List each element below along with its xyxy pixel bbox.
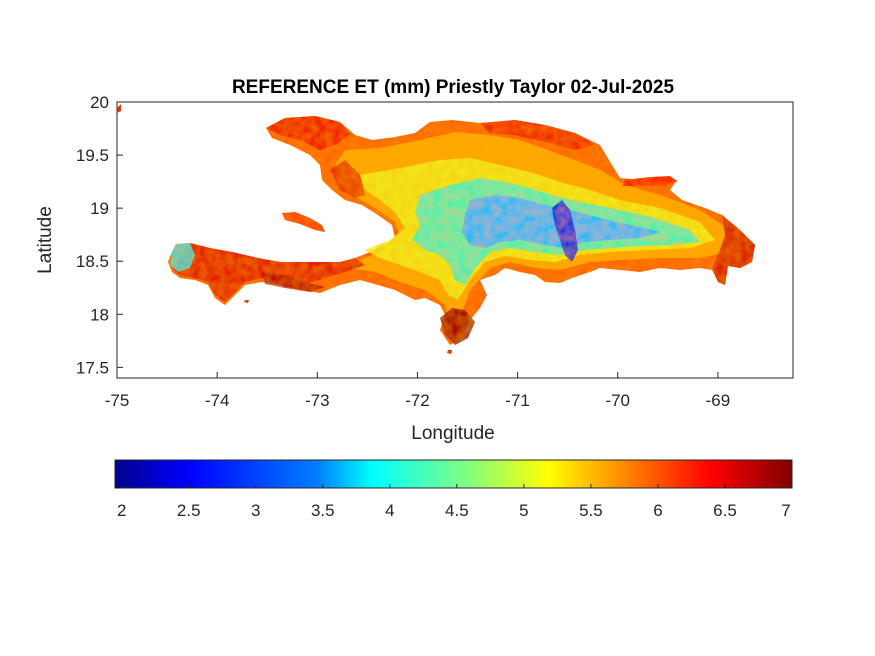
x-tick-label: -70 [605,391,630,410]
islet-southwest [244,300,249,303]
et-zone-6-5mm-east [712,215,755,285]
x-tick-label: -73 [305,391,330,410]
map-title: REFERENCE ET (mm) Priestly Taylor 02-Jul… [232,77,674,98]
y-axis: 20 19.5 19 18.5 18 17.5 [76,93,123,377]
colorbar-tick-label: 7 [781,501,790,520]
x-tick-label: -69 [706,391,731,410]
colorbar-tick-label: 3 [251,501,260,520]
y-tick-label: 20 [90,93,109,112]
et-zone-6-5mm-north [266,116,350,150]
x-tick-label: -74 [205,391,230,410]
x-axis: -75 -74 -73 -72 -71 -70 -69 [105,372,730,410]
colorbar-tick-label: 5.5 [579,501,603,520]
et-zone-2-5mm [552,200,578,262]
x-tick-label: -72 [405,391,430,410]
y-axis-label: Latitude [35,206,56,274]
y-tick-label: 19.5 [76,146,109,165]
y-tick-label: 19 [90,199,109,218]
tortuga-island [282,212,325,232]
et-zone-4mm-west-tip [170,243,195,272]
x-tick-label: -71 [505,391,530,410]
y-tick-label: 17.5 [76,358,109,377]
colorbar-tick-label: 6.5 [713,501,737,520]
islet-beata [447,350,452,354]
y-tick-label: 18 [90,305,109,324]
et-map-raster [117,104,755,354]
et-zone-7mm-barahona [440,308,475,345]
samana-peninsula [622,176,677,186]
et-zone-7mm-south [262,272,325,292]
et-zone-6-5mm-southwest [172,243,365,302]
x-tick-label: -75 [105,391,130,410]
islet-nw-corner [117,104,121,113]
colorbar [114,459,793,489]
colorbar-tick-label: 4 [385,501,394,520]
y-tick-label: 18.5 [76,252,109,271]
x-axis-label: Longitude [411,423,494,444]
colorbar-tick-label: 6 [653,501,662,520]
colorbar-ticks: 2 2.5 3 3.5 4 4.5 5 5.5 6 6.5 7 [117,484,793,520]
colorbar-tick-label: 5 [519,501,528,520]
colorbar-tick-label: 3.5 [311,501,335,520]
colorbar-tick-label: 2.5 [177,501,201,520]
colorbar-tick-label: 4.5 [445,501,469,520]
colorbar-tick-label: 2 [117,501,126,520]
et-zone-6-5mm-center [330,160,365,198]
et-zone-6-5mm-northeast [480,120,595,150]
